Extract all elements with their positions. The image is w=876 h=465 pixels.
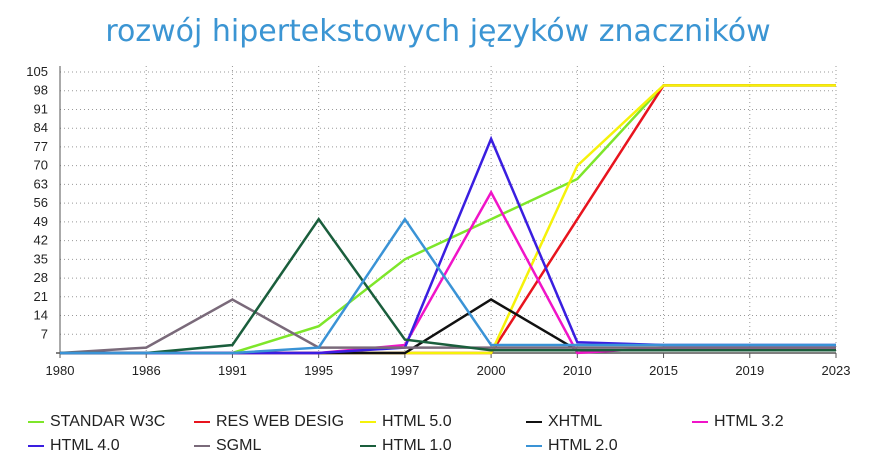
y-tick-label: 84: [34, 120, 48, 135]
legend-item: XHTML: [526, 413, 692, 431]
y-tick-label: 14: [34, 308, 48, 323]
series-line-html-2-0: [60, 216, 836, 355]
legend-swatch: [526, 445, 542, 447]
y-tick-label: 105: [26, 64, 48, 79]
legend-swatch: [194, 421, 210, 423]
y-tick-label: 77: [34, 139, 48, 154]
legend-label: HTML 5.0: [382, 413, 452, 430]
legend-label: RES WEB DESIG: [216, 413, 345, 430]
legend-item: HTML 2.0: [526, 437, 692, 455]
legend-swatch: [526, 421, 542, 423]
legend-swatch: [28, 421, 44, 423]
y-tick-label: 70: [34, 158, 48, 173]
legend-swatch: [194, 445, 210, 447]
legend-swatch: [28, 445, 44, 447]
legend-item: HTML 4.0: [28, 437, 194, 455]
x-tick-label: 1997: [390, 363, 419, 378]
legend-swatch: [360, 445, 376, 447]
legend-label: HTML 1.0: [382, 437, 452, 454]
y-tick-label: 56: [34, 195, 48, 210]
series-line-html-1-0: [60, 217, 836, 355]
legend: STANDAR W3C RES WEB DESIG HTML 5.0 XHTML HTM…: [28, 413, 858, 455]
x-tick-label: 1995: [304, 363, 333, 378]
series-line-html-4-0: [60, 135, 836, 355]
y-tick-label: 21: [34, 289, 48, 304]
legend-item: HTML 1.0: [360, 437, 526, 455]
y-tick-label: 7: [41, 326, 48, 341]
legend-item: RES WEB DESIG: [194, 413, 360, 431]
y-tick-label: 42: [34, 233, 48, 248]
legend-label: HTML 3.2: [714, 413, 784, 430]
y-tick-label: 49: [34, 214, 48, 229]
y-tick-label: 28: [34, 270, 48, 285]
x-tick-label: 2010: [563, 363, 592, 378]
y-tick-label: 35: [34, 251, 48, 266]
legend-item: SGML: [194, 437, 360, 455]
x-tick-label: 1980: [46, 363, 75, 378]
x-tick-label: 1991: [218, 363, 247, 378]
chart-title: rozwój hipertekstowych języków znacznikó…: [105, 14, 771, 49]
line-chart: 105 98 91 84 77 70 63 56 49 42 35 28 21 14 7 1980 1986 19…: [26, 64, 851, 378]
x-tick-label: 2019: [735, 363, 764, 378]
legend-label: STANDAR W3C: [50, 413, 166, 430]
series-line-html-3-2: [60, 189, 836, 355]
y-tick-label: 91: [34, 101, 48, 116]
legend-label: XHTML: [548, 413, 603, 430]
legend-item: HTML 3.2: [692, 413, 858, 431]
y-tick-label: 98: [34, 83, 48, 98]
series-line-res-web-desig: [60, 84, 836, 355]
legend-item: HTML 5.0: [360, 413, 526, 431]
legend-item: STANDAR W3C: [28, 413, 194, 431]
series-line-sgml: [59, 298, 836, 355]
series-line-html-5-0: [60, 84, 836, 355]
legend-swatch: [692, 421, 708, 423]
legend-label: SGML: [216, 437, 262, 454]
series-line-standar-w3c: [60, 84, 836, 355]
legend-swatch: [360, 421, 376, 423]
legend-label: HTML 2.0: [548, 437, 618, 454]
y-tick-label: 63: [34, 176, 48, 191]
x-tick-label: 2000: [477, 363, 506, 378]
x-tick-label: 2023: [822, 363, 851, 378]
x-tick-label: 1986: [132, 363, 161, 378]
legend-label: HTML 4.0: [50, 437, 120, 454]
x-tick-label: 2015: [649, 363, 678, 378]
